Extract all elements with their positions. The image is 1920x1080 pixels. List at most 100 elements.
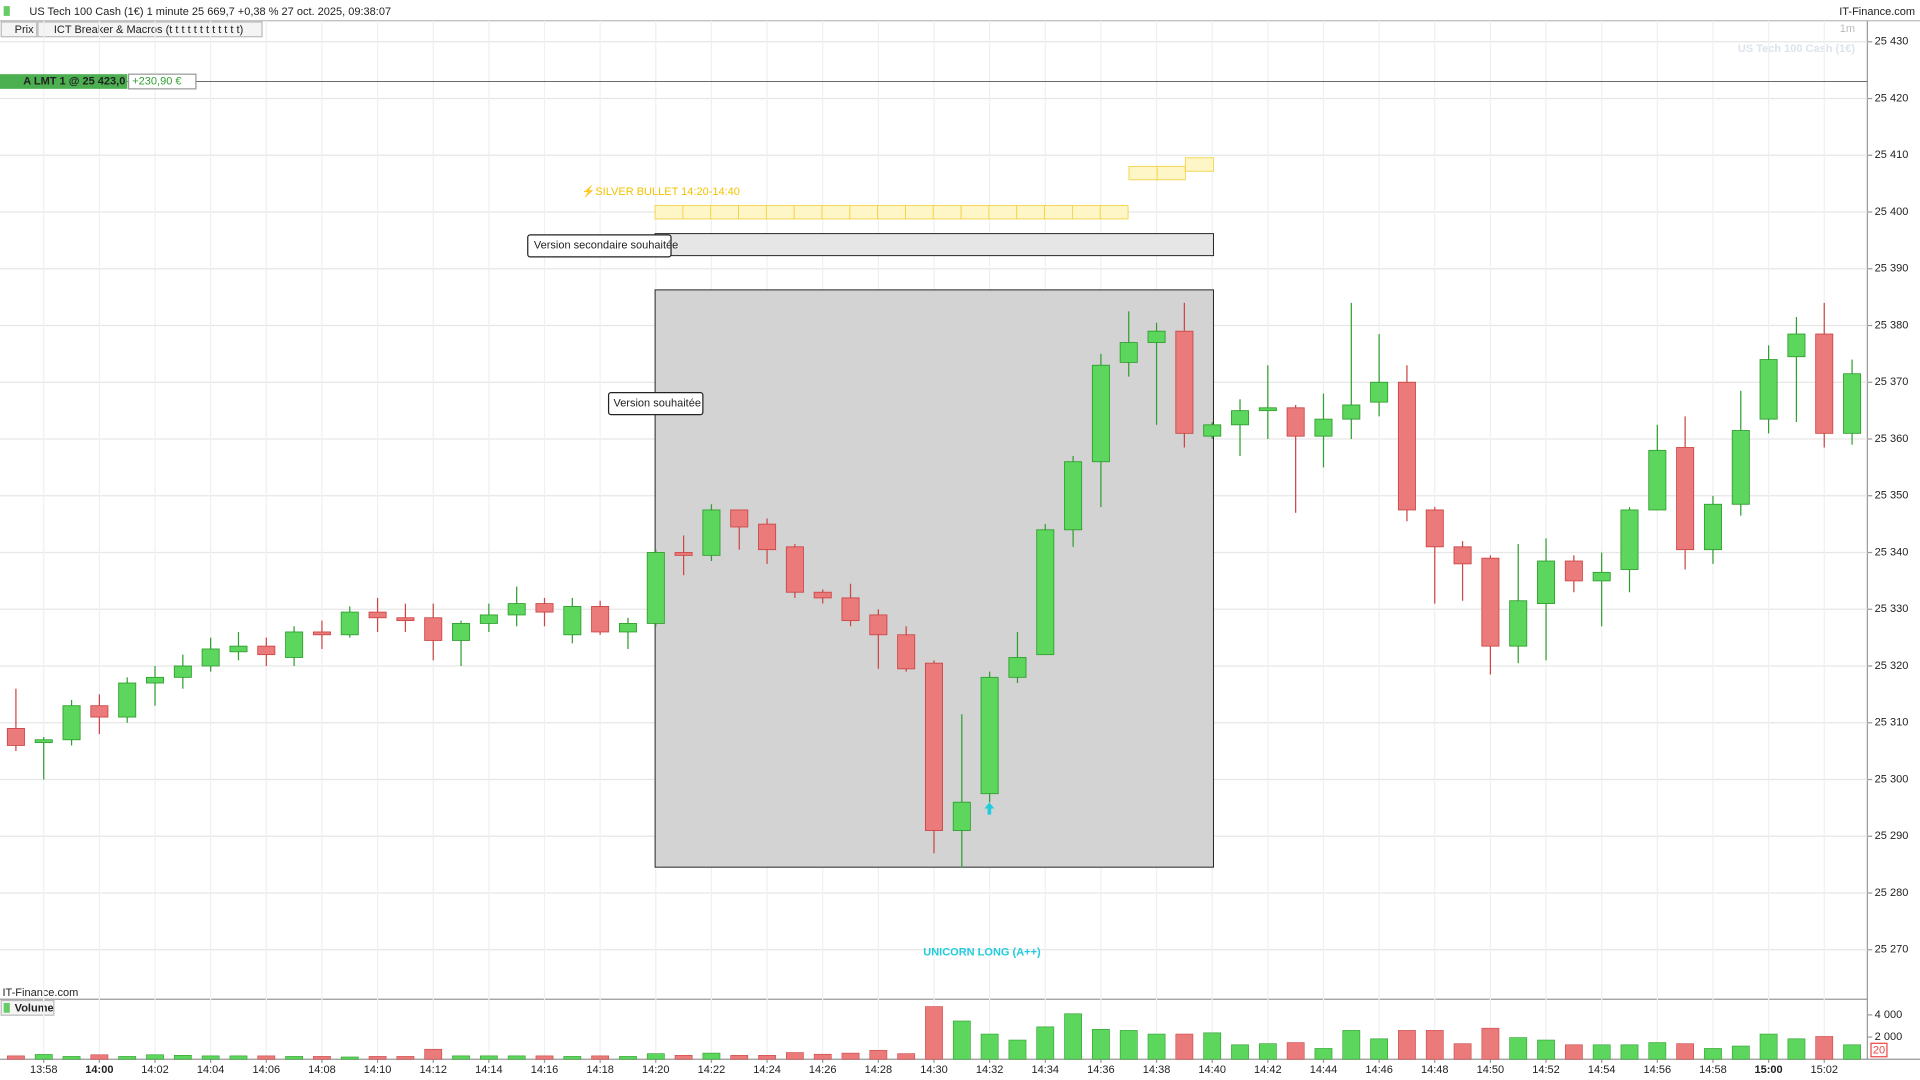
volume-bar	[1648, 1042, 1667, 1060]
order-box[interactable]	[0, 74, 128, 89]
x-tick-label: 14:00	[85, 1064, 113, 1076]
y-tick-label: 25 390	[1875, 263, 1909, 275]
x-tick-label: 14:14	[475, 1064, 503, 1076]
brand: IT-Finance.com	[1839, 6, 1915, 18]
x-tick-label: 14:44	[1310, 1064, 1338, 1076]
y-tick-label: 25 310	[1875, 717, 1909, 729]
candle-body	[1091, 364, 1110, 463]
x-tick-label: 14:08	[308, 1064, 336, 1076]
volume-bar	[1481, 1027, 1500, 1060]
candle-body	[424, 617, 443, 641]
y-tick-label: 25 330	[1875, 603, 1909, 615]
indicator-tab[interactable]	[37, 21, 263, 38]
candle-body	[1119, 342, 1138, 363]
macro-cell	[905, 205, 934, 220]
volume-bar	[1370, 1038, 1388, 1060]
y-tick-label: 25 400	[1875, 206, 1909, 218]
y-tick-label: 25 380	[1875, 319, 1909, 331]
x-tick-label: 14:02	[141, 1064, 169, 1076]
y-tick-label: 25 340	[1875, 546, 1909, 558]
candle-body	[285, 631, 304, 658]
volume-bar	[118, 1056, 137, 1060]
candle-body	[1481, 557, 1500, 647]
volume-bar	[1286, 1042, 1305, 1060]
secondary-label: Version secondaire souhaitée	[534, 240, 678, 252]
volume-bar	[591, 1055, 610, 1060]
x-tick-label: 14:16	[531, 1064, 559, 1076]
candle-body	[813, 591, 832, 599]
candle-body	[1008, 657, 1027, 678]
candle-body	[90, 705, 109, 718]
label-box	[607, 392, 704, 416]
candle-body	[1592, 571, 1611, 582]
volume-bar	[841, 1052, 860, 1060]
x-tick-label: 14:18	[586, 1064, 614, 1076]
y-tick-label: 25 370	[1875, 376, 1909, 388]
volume-bar	[452, 1055, 470, 1060]
macro-cell	[1128, 165, 1158, 181]
volume-bar	[1704, 1048, 1722, 1060]
volume-bar	[758, 1055, 776, 1060]
volume-bar	[869, 1050, 888, 1060]
volume-tab[interactable]	[0, 999, 55, 1016]
x-tick-label: 14:52	[1532, 1064, 1560, 1076]
volume-bar	[1008, 1039, 1027, 1060]
x-tick-label: 14:28	[865, 1064, 893, 1076]
candle-body	[1397, 381, 1416, 511]
candle-body	[1843, 373, 1862, 434]
volume-bar	[1231, 1044, 1249, 1060]
volume-bar	[674, 1055, 693, 1060]
candle-body	[1147, 330, 1166, 343]
x-tick-label: 14:30	[920, 1064, 948, 1076]
candle-body	[646, 552, 665, 624]
volume-bar	[563, 1056, 582, 1060]
volume-bar	[1036, 1026, 1055, 1060]
macro-cell	[1071, 205, 1101, 220]
macro-cell	[710, 205, 739, 220]
candle-body	[563, 605, 582, 636]
candle-body	[452, 623, 471, 641]
x-tick-label: 14:06	[253, 1064, 281, 1076]
macro-cell	[1156, 165, 1186, 181]
volume-bar	[146, 1054, 164, 1060]
icon	[3, 6, 10, 16]
volume-bar	[1064, 1013, 1082, 1060]
candle-body	[1342, 404, 1361, 420]
volume-bar	[1147, 1033, 1166, 1060]
macro-cell	[877, 205, 906, 220]
volume-bar	[368, 1056, 387, 1060]
volume-bar	[1537, 1039, 1555, 1060]
x-tick-label: 14:26	[809, 1064, 837, 1076]
volume-bar	[1203, 1032, 1222, 1060]
x-tick-label: 14:34	[1032, 1064, 1060, 1076]
candle-body	[841, 597, 860, 622]
label-box	[527, 234, 672, 258]
candle-body	[785, 546, 804, 593]
candle-body	[1759, 359, 1778, 420]
x-tick-label: 14:12	[419, 1064, 447, 1076]
candle-body	[1537, 560, 1556, 605]
volume-bar	[34, 1054, 53, 1060]
x-tick-label: 15:00	[1755, 1064, 1783, 1076]
macro-cell	[738, 205, 767, 220]
volume-bar	[1731, 1045, 1750, 1060]
header-title: US Tech 100 Cash (1€) 1 minute 25 669,7 …	[29, 6, 391, 18]
candle-body	[1231, 410, 1250, 426]
candle-body	[312, 631, 331, 636]
volume-bar	[173, 1055, 192, 1060]
x-tick-label: 14:36	[1087, 1064, 1115, 1076]
x-tick-label: 14:50	[1477, 1064, 1505, 1076]
indicator-tab[interactable]	[0, 21, 38, 38]
candle-body	[1815, 333, 1834, 434]
candle-body	[479, 614, 498, 624]
y-tick-label: 25 430	[1875, 36, 1909, 48]
volume-bar	[1175, 1033, 1194, 1060]
macro-cell	[1016, 205, 1046, 220]
candle-body	[6, 727, 25, 746]
candle-body	[1564, 560, 1583, 582]
volume-bar	[1815, 1036, 1834, 1060]
macro-cell	[682, 205, 712, 220]
candle-body	[924, 662, 943, 831]
volume-bar	[507, 1055, 526, 1060]
